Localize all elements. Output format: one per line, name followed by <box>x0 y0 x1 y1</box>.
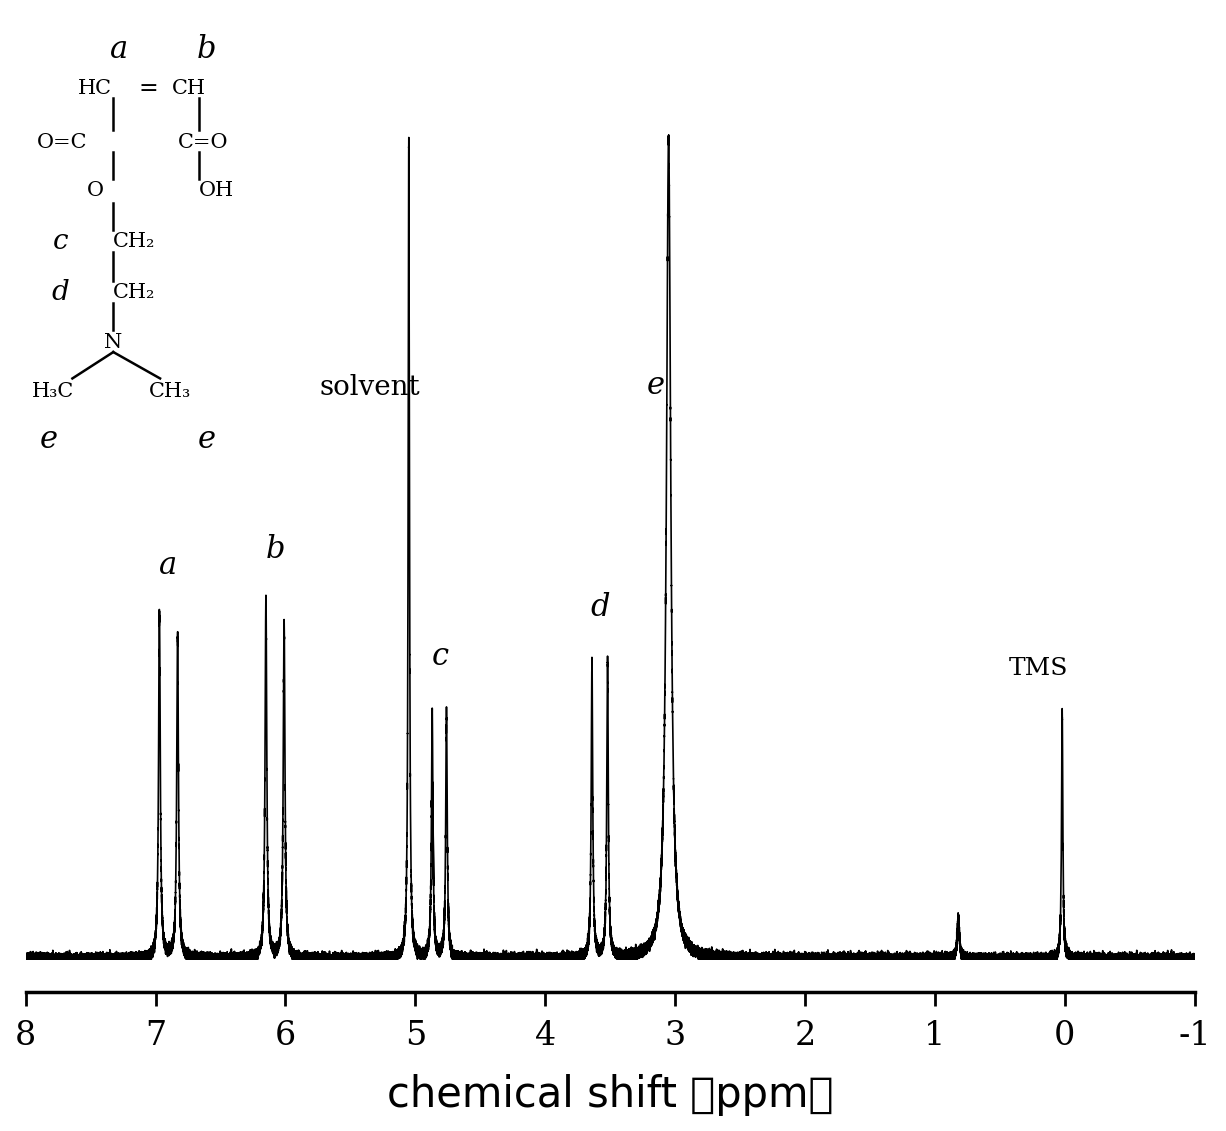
Text: CH₃: CH₃ <box>148 381 190 400</box>
Text: a: a <box>110 34 129 64</box>
Text: d: d <box>51 279 70 307</box>
Text: e: e <box>40 424 58 456</box>
Text: solvent: solvent <box>320 374 421 400</box>
Text: d: d <box>590 592 609 622</box>
Text: C=O: C=O <box>178 132 228 152</box>
Text: CH: CH <box>172 79 206 97</box>
Text: H₃C: H₃C <box>32 381 74 400</box>
Text: =: = <box>139 77 158 100</box>
Text: e: e <box>197 424 216 456</box>
Text: CH₂: CH₂ <box>113 232 156 251</box>
Text: CH₂: CH₂ <box>113 283 156 302</box>
X-axis label: chemical shift （ppm）: chemical shift （ppm） <box>387 1074 834 1116</box>
Text: a: a <box>159 551 178 581</box>
Text: b: b <box>265 534 284 566</box>
Text: OH: OH <box>199 181 234 200</box>
Text: TMS: TMS <box>1009 657 1069 680</box>
Text: e: e <box>646 370 664 400</box>
Text: HC: HC <box>78 79 113 97</box>
Text: c: c <box>53 228 69 256</box>
Text: c: c <box>432 641 449 672</box>
Text: O: O <box>87 181 104 200</box>
Text: N: N <box>104 333 123 352</box>
Text: b: b <box>197 34 217 64</box>
Text: O=C: O=C <box>37 132 88 152</box>
